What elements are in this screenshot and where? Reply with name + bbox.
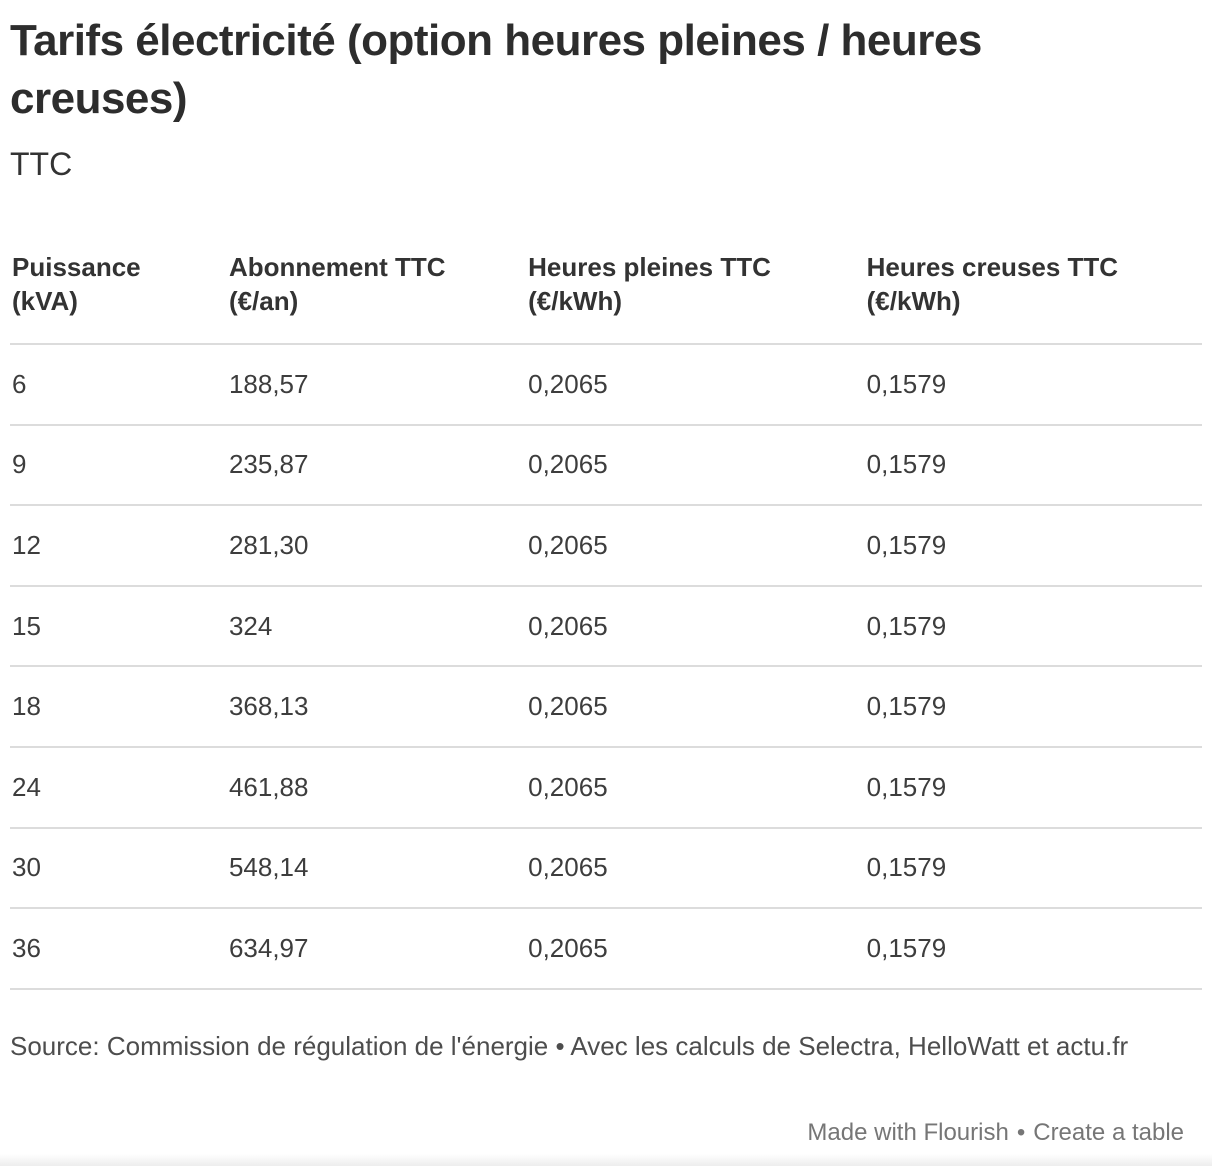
column-header-abonnement: Abonnement TTC (€/an) [227,224,526,343]
column-header-label: Abonnement TTC [228,252,446,282]
cell-puissance: 12 [12,529,41,560]
cell-puissance: 9 [12,449,27,480]
cell-heures-pleines: 0,2065 [528,449,608,480]
bottom-edge-fade [0,1154,1212,1166]
cell-heures-creuses: 0,1579 [866,529,947,560]
flourish-table-embed: Tarifs électricité (option heures pleine… [0,12,1212,1166]
table-row: 9 235,87 0,2065 0,1579 [10,426,1202,507]
tariff-table: Puissance (kVA) Abonnement TTC (€/an) He… [10,224,1202,990]
create-a-table-link[interactable]: Create a table [1033,1119,1184,1146]
cell-heures-creuses: 0,1579 [866,610,947,641]
cell-puissance: 15 [12,610,41,641]
column-header-unit: (€/an) [228,286,299,316]
cell-heures-pleines: 0,2065 [528,852,608,883]
cell-abonnement: 461,88 [228,771,309,802]
table-row: 36 634,97 0,2065 0,1579 [10,909,1202,990]
table-row: 24 461,88 0,2065 0,1579 [10,748,1202,829]
column-header-puissance: Puissance (kVA) [10,224,227,343]
table-row: 30 548,14 0,2065 0,1579 [10,829,1202,910]
cell-abonnement: 368,13 [228,691,309,722]
made-with-flourish-link[interactable]: Made with Flourish [807,1119,1009,1146]
cell-heures-pleines: 0,2065 [528,932,608,963]
table-row: 12 281,30 0,2065 0,1579 [10,506,1202,587]
column-header-unit: (€/kWh) [866,286,961,316]
column-header-heures-pleines: Heures pleines TTC (€/kWh) [526,224,865,343]
cell-heures-creuses: 0,1579 [866,368,947,399]
cell-heures-creuses: 0,1579 [866,449,947,480]
cell-abonnement: 324 [228,610,273,641]
cell-heures-pleines: 0,2065 [528,610,608,641]
source-text: Source: Commission de régulation de l'én… [10,1030,1129,1061]
flourish-credit: Made with Flourish • Create a table [807,1118,1184,1148]
table-row: 15 324 0,2065 0,1579 [10,587,1202,668]
column-header-label: Heures pleines TTC [528,252,771,282]
cell-puissance: 6 [12,368,27,399]
cell-abonnement: 281,30 [228,529,309,560]
chart-title: Tarifs électricité (option heures pleine… [10,16,982,123]
cell-heures-creuses: 0,1579 [866,852,947,883]
cell-heures-creuses: 0,1579 [866,691,947,722]
cell-heures-creuses: 0,1579 [866,932,947,963]
cell-heures-pleines: 0,2065 [528,691,608,722]
cell-heures-pleines: 0,2065 [528,771,608,802]
table-header-row: Puissance (kVA) Abonnement TTC (€/an) He… [10,224,1202,345]
cell-heures-pleines: 0,2065 [528,368,608,399]
cell-abonnement: 548,14 [228,852,309,883]
chart-subtitle: TTC [10,146,73,182]
column-header-label: Puissance [12,252,141,282]
table-row: 18 368,13 0,2065 0,1579 [10,667,1202,748]
cell-puissance: 24 [12,771,41,802]
credit-separator: • [1016,1119,1026,1146]
column-header-heures-creuses: Heures creuses TTC (€/kWh) [865,224,1202,343]
cell-abonnement: 235,87 [228,449,309,480]
cell-heures-creuses: 0,1579 [866,771,947,802]
cell-abonnement: 188,57 [228,368,309,399]
table-row: 6 188,57 0,2065 0,1579 [10,345,1202,426]
cell-puissance: 30 [12,852,41,883]
cell-heures-pleines: 0,2065 [528,529,608,560]
cell-abonnement: 634,97 [228,932,309,963]
column-header-unit: (kVA) [12,286,78,316]
column-header-unit: (€/kWh) [528,286,623,316]
cell-puissance: 18 [12,691,41,722]
cell-puissance: 36 [12,932,41,963]
column-header-label: Heures creuses TTC [866,252,1119,282]
